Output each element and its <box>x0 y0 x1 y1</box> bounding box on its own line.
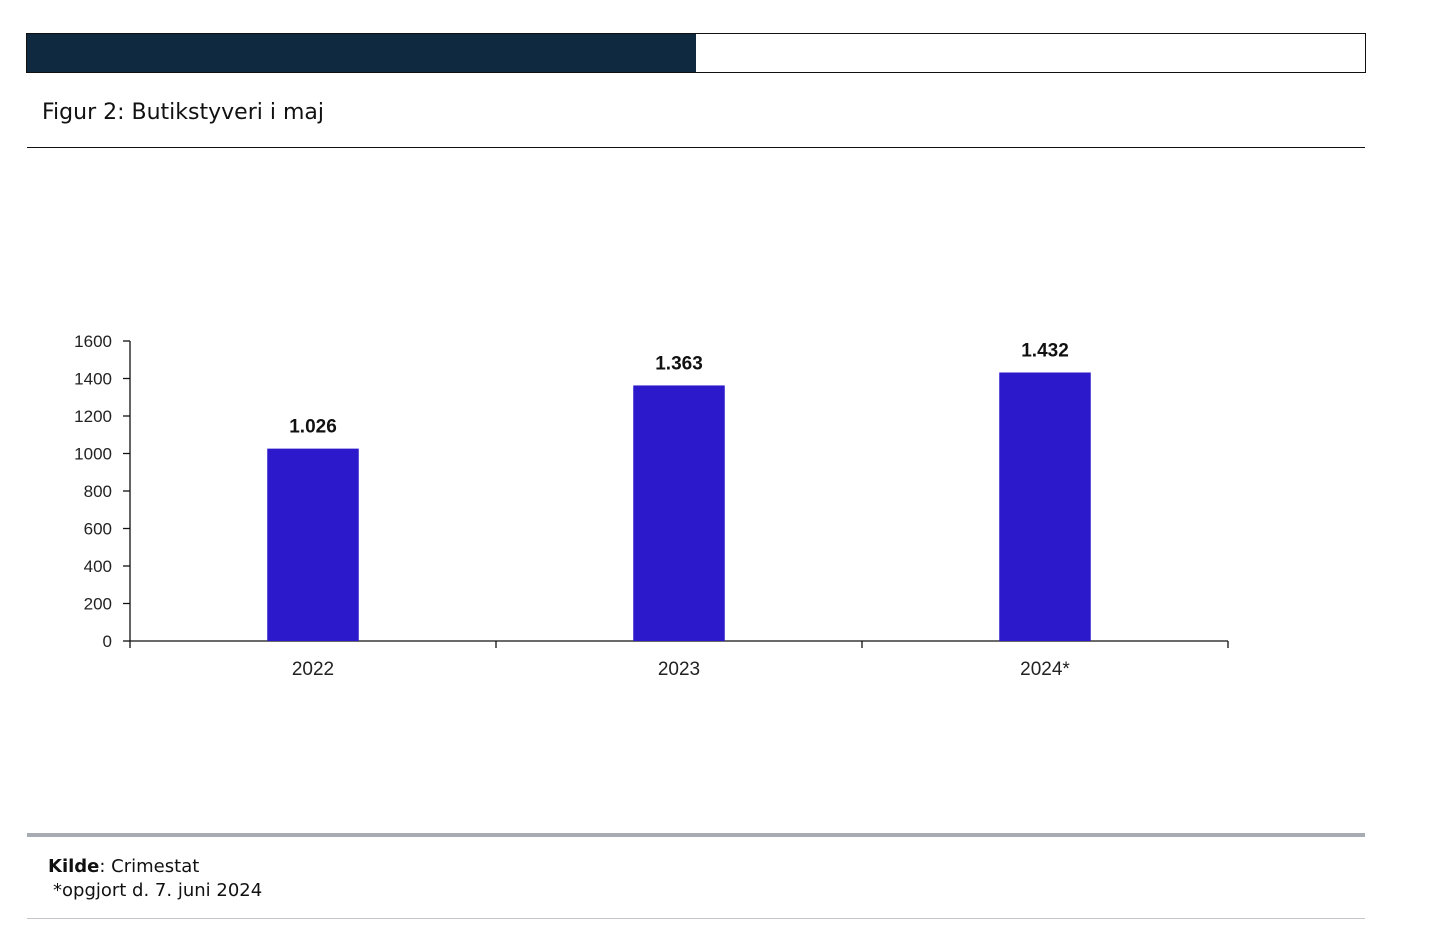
bar-2023 <box>633 385 725 641</box>
source-note: *opgjort d. 7. juni 2024 <box>53 880 263 901</box>
y-tick-label: 0 <box>103 632 112 651</box>
x-tick-label: 2024* <box>1020 659 1070 680</box>
bar-2024 <box>999 372 1091 641</box>
header-bar <box>26 33 1366 73</box>
y-tick-label: 800 <box>84 482 112 501</box>
bar-2022 <box>267 448 359 641</box>
source-value: : Crimestat <box>99 856 200 877</box>
bottom-divider <box>27 918 1365 919</box>
source-divider <box>27 833 1365 837</box>
y-tick-label: 1000 <box>74 445 112 464</box>
header-bar-fill <box>27 34 696 72</box>
y-tick-label: 200 <box>84 595 112 614</box>
source-label: Kilde <box>48 856 100 877</box>
title-divider <box>27 147 1365 148</box>
source-line: Kilde: Crimestat <box>48 856 199 877</box>
x-tick-label: 2022 <box>292 659 334 680</box>
y-tick-label: 1200 <box>74 407 112 426</box>
data-label: 1.432 <box>1021 341 1069 362</box>
x-tick-label: 2023 <box>658 659 700 680</box>
figure-title: Figur 2: Butikstyveri i maj <box>42 100 324 125</box>
data-label: 1.026 <box>289 417 337 438</box>
y-tick-label: 1600 <box>74 332 112 351</box>
y-tick-label: 400 <box>84 557 112 576</box>
y-tick-label: 1400 <box>74 370 112 389</box>
data-label: 1.363 <box>655 353 703 374</box>
y-tick-label: 600 <box>84 520 112 539</box>
